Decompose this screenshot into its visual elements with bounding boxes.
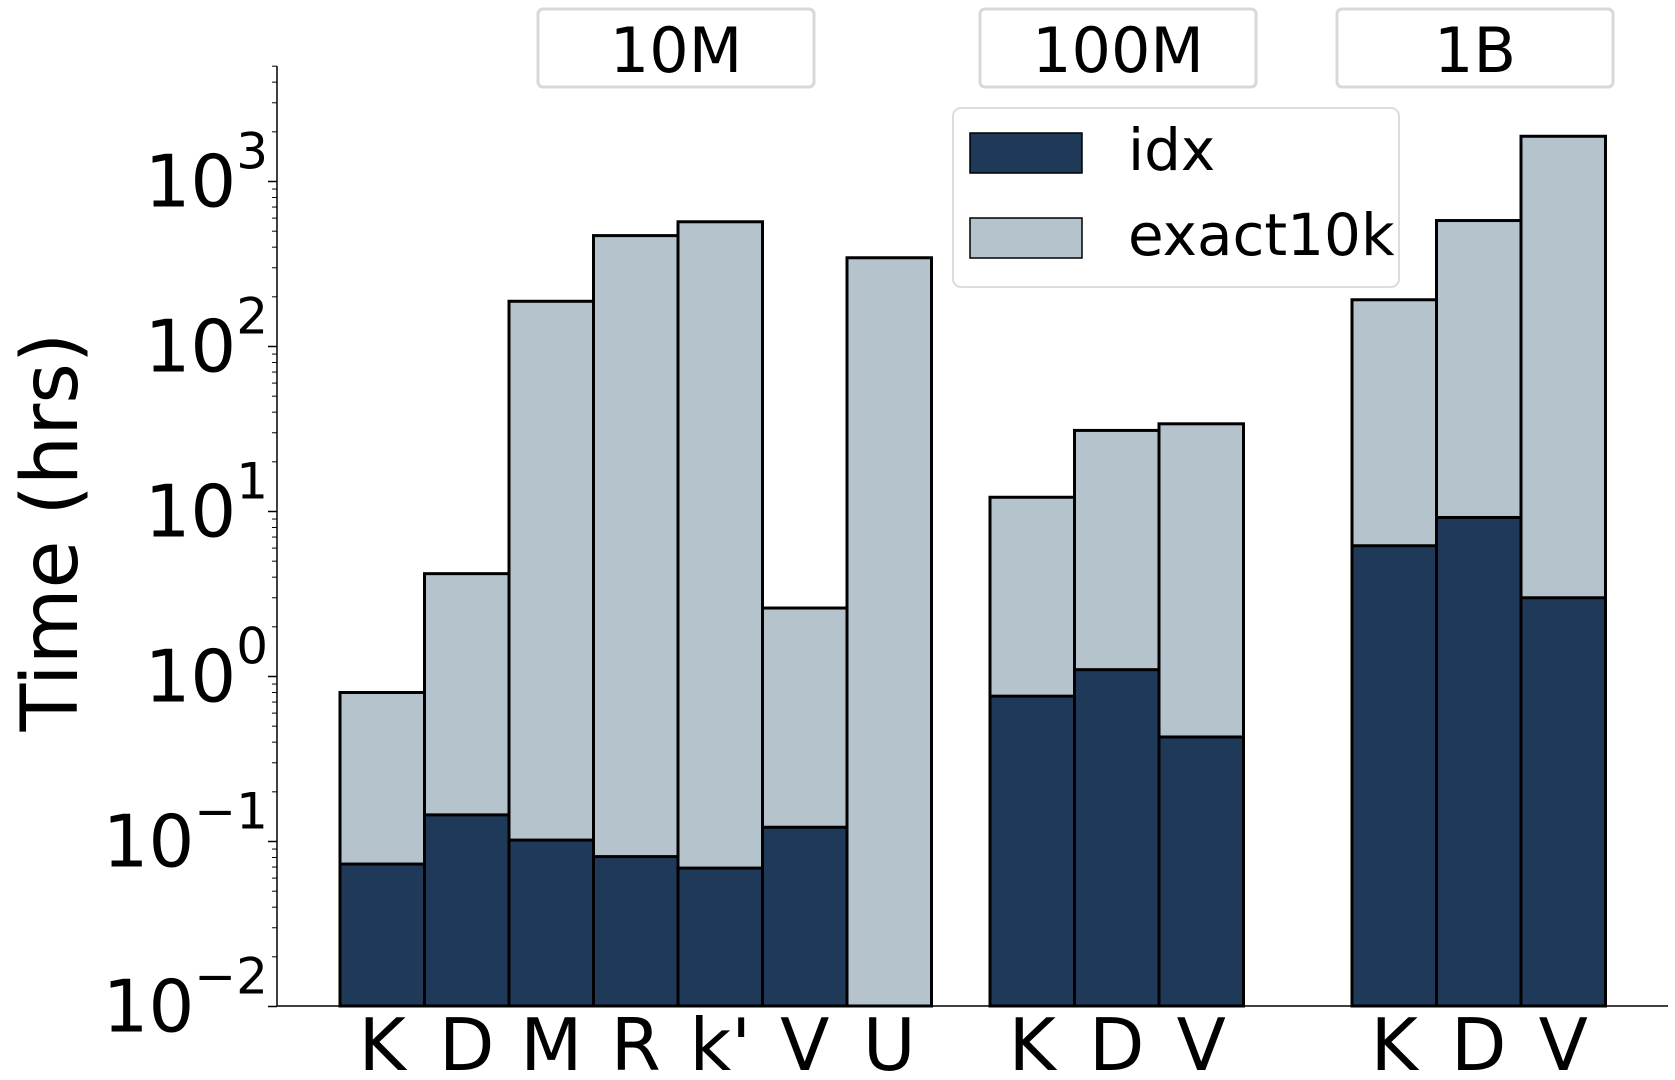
- bar-idx: [338, 862, 426, 1008]
- bar-idx: [507, 838, 595, 1008]
- bar-idx: [592, 855, 680, 1008]
- x-tick-label: k': [690, 1003, 752, 1080]
- y-tick-labels: 10−2 10−1 100 101 102 103: [103, 123, 268, 1049]
- group-label-box: [978, 7, 1258, 89]
- group-labels: 10M 100M 1B: [536, 7, 1615, 89]
- legend: idx exact10k: [952, 107, 1400, 288]
- bar-exact10k: [845, 256, 933, 1008]
- bar-idx: [423, 813, 511, 1008]
- bar-idx: [761, 825, 849, 1008]
- bars: [338, 134, 1607, 1008]
- x-tick-label: D: [1451, 1003, 1506, 1080]
- x-tick-label: K: [1371, 1003, 1420, 1080]
- bar-idx: [1435, 515, 1523, 1008]
- bar-idx: [676, 866, 764, 1008]
- group-label: 100M: [1032, 14, 1204, 87]
- x-tick-label: V: [780, 1003, 829, 1080]
- y-tick-label: 103: [145, 123, 268, 224]
- x-tick-label: D: [439, 1003, 494, 1080]
- x-tick-label: V: [1539, 1003, 1588, 1080]
- legend-swatch: [969, 132, 1083, 174]
- x-tick-label: M: [520, 1003, 582, 1080]
- y-axis-label: Time (hrs): [6, 333, 96, 733]
- y-tick-label: 10−1: [103, 783, 268, 884]
- x-tick-label: D: [1089, 1003, 1144, 1080]
- x-tick-label: V: [1177, 1003, 1226, 1080]
- bar-idx: [1157, 735, 1245, 1008]
- bar-idx: [1350, 544, 1438, 1008]
- y-tick-label: 100: [145, 618, 268, 719]
- legend-entry-label: exact10k: [1128, 201, 1395, 269]
- bar-idx: [1519, 596, 1607, 1008]
- y-tick-label: 102: [145, 288, 268, 389]
- x-tick-label: R: [611, 1003, 661, 1080]
- bar-idx: [988, 694, 1076, 1008]
- group-label: 1B: [1434, 14, 1516, 87]
- y-tick-label: 10−2: [103, 948, 268, 1049]
- legend-swatch: [969, 217, 1083, 259]
- bar-idx: [1073, 668, 1161, 1008]
- group-label-box: [536, 7, 816, 89]
- y-tick-label: 101: [145, 453, 268, 554]
- x-tick-label: K: [1009, 1003, 1058, 1080]
- legend-entry-label: idx: [1128, 116, 1215, 184]
- group-label: 10M: [610, 14, 742, 87]
- x-tick-label: U: [863, 1003, 916, 1080]
- x-tick-label: K: [359, 1003, 408, 1080]
- group-label-box: [1335, 7, 1615, 89]
